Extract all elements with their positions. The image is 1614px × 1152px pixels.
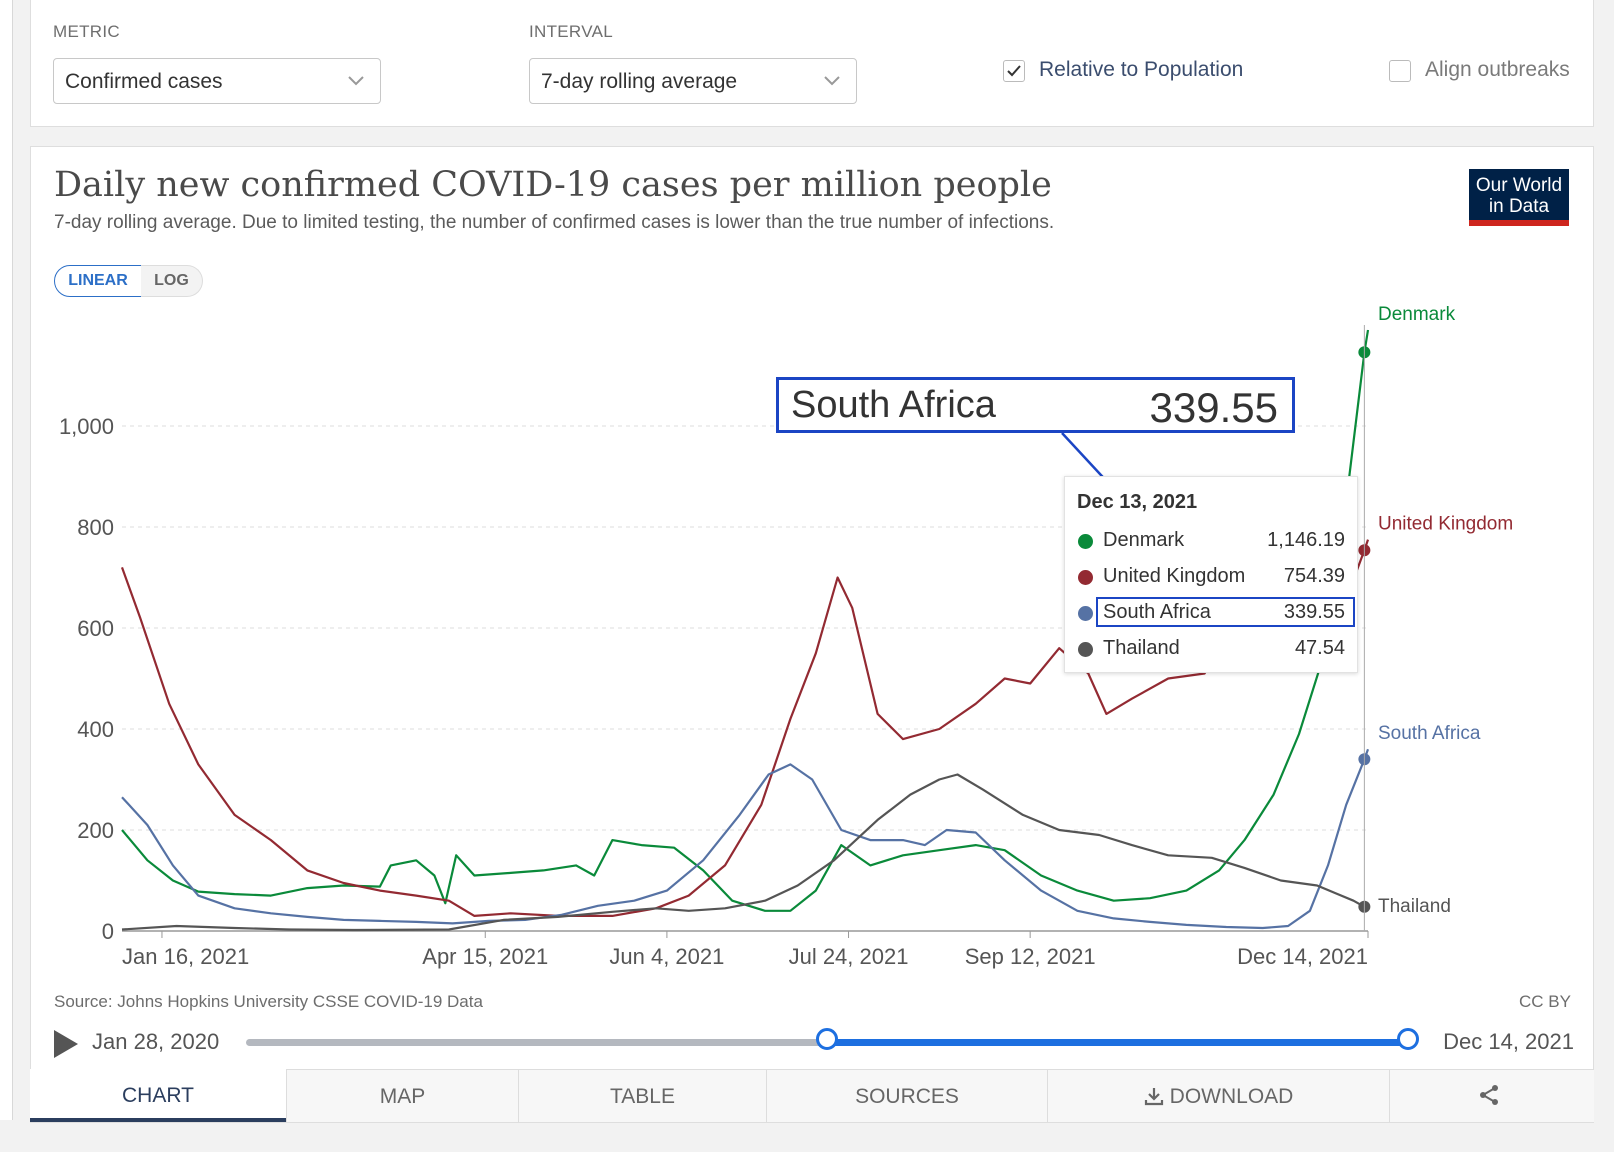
download-label: DOWNLOAD [1169,1085,1294,1108]
logo-red-bar [1469,220,1569,226]
tab-share[interactable] [1389,1069,1594,1122]
metric-select[interactable]: Confirmed cases [53,58,381,104]
tooltip-series-name: South Africa [1103,601,1211,623]
relative-label: Relative to Population [1039,58,1244,81]
series-end-label: Denmark [1378,304,1456,325]
logo-line-2: in Data [1488,196,1550,217]
interval-select[interactable]: 7-day rolling average [529,58,857,104]
play-icon[interactable] [54,1030,78,1058]
tooltip-row: United Kingdom 754.39 [1065,561,1357,593]
tooltip-series-value: 339.55 [1283,601,1345,623]
x-tick-label: Sep 12, 2021 [965,944,1096,969]
checkmark-icon [1007,65,1021,77]
timeline: Jan 28, 2020 Dec 14, 2021 [54,1024,1574,1064]
tab-chart[interactable]: CHART [30,1069,286,1122]
owid-logo[interactable]: Our World in Data [1469,169,1569,226]
tooltip-series-value: 754.39 [1283,565,1345,587]
linear-scale-button[interactable]: LINEAR [54,265,142,297]
share-icon [1480,1085,1498,1105]
align-checkbox[interactable] [1389,60,1411,82]
callout-country: South Africa [791,384,996,426]
logo-line-1: Our World [1475,175,1563,196]
timeline-end-handle[interactable] [1397,1028,1419,1050]
tooltip-row: Denmark 1,146.19 [1065,525,1357,557]
tooltip-series-name: Denmark [1103,529,1185,551]
tooltip-series-name: United Kingdom [1103,565,1246,587]
license-link[interactable]: CC BY [1519,992,1571,1011]
chart-title: Daily new confirmed COVID-19 cases per m… [54,165,1052,205]
timeline-start-handle[interactable] [816,1028,838,1050]
tooltip-row: Thailand 47.54 [1065,633,1357,665]
tab-bar: CHART MAP TABLE SOURCES DOWNLOAD [30,1069,1594,1122]
log-scale-button[interactable]: LOG [141,265,203,297]
series-line [121,748,1370,930]
timeline-selected-range [827,1039,1408,1046]
x-tick-label: Jan 16, 2021 [122,944,249,969]
x-tick-label: Jun 4, 2021 [609,944,724,969]
tab-table[interactable]: TABLE [518,1069,766,1122]
legend-dot [1078,606,1093,621]
y-tick-label: 200 [77,818,114,843]
tab-map[interactable]: MAP [286,1069,518,1122]
download-icon [1144,1088,1163,1106]
x-tick-label: Dec 14, 2021 [1237,944,1368,969]
legend-dot [1078,642,1093,657]
y-tick-label: 1,000 [59,414,114,439]
tooltip-series-value: 47.54 [1294,637,1345,659]
tab-sources[interactable]: SOURCES [766,1069,1047,1122]
chevron-down-icon [348,76,364,86]
series-end-label: South Africa [1378,723,1481,744]
timeline-end-label: Dec 14, 2021 [1443,1029,1574,1054]
tooltip-series-name: Thailand [1103,637,1180,659]
timeline-track[interactable] [246,1028,1419,1050]
tab-download[interactable]: DOWNLOAD [1047,1069,1389,1122]
relative-checkbox[interactable] [1003,60,1025,82]
y-tick-label: 0 [102,919,114,944]
tooltip-series-value: 1,146.19 [1267,529,1345,551]
series-end-label: Thailand [1378,896,1451,917]
y-tick-label: 600 [77,616,114,641]
timeline-start-label: Jan 28, 2020 [92,1029,220,1054]
legend-dot [1078,570,1093,585]
y-tick-label: 800 [77,515,114,540]
chart-subtitle: 7-day rolling average. Due to limited te… [54,212,1055,233]
side-panel-edge [0,0,13,1120]
interval-label: INTERVAL [529,22,613,41]
legend-dot [1078,534,1093,549]
interval-value: 7-day rolling average [541,70,738,93]
tooltip-row: South Africa 339.55 [1065,597,1357,629]
controls-panel: METRIC Confirmed cases INTERVAL 7-day ro… [30,0,1594,127]
x-tick-label: Apr 15, 2021 [422,944,548,969]
tooltip-date: Dec 13, 2021 [1077,491,1198,513]
chevron-down-icon [824,76,840,86]
x-tick-label: Jul 24, 2021 [789,944,909,969]
source-note[interactable]: Source: Johns Hopkins University CSSE CO… [54,992,483,1011]
series-line [121,773,1369,932]
tooltip-highlight-box [1096,597,1355,627]
align-label: Align outbreaks [1425,58,1570,81]
highlight-callout: South Africa 339.55 [776,377,1295,433]
chart-tooltip: Dec 13, 2021 Denmark 1,146.19 United Kingd… [1064,476,1358,673]
metric-value: Confirmed cases [65,70,223,93]
callout-value: 339.55 [1149,384,1278,431]
metric-label: METRIC [53,22,120,41]
y-tick-label: 400 [77,717,114,742]
series-end-label: United Kingdom [1378,514,1513,535]
